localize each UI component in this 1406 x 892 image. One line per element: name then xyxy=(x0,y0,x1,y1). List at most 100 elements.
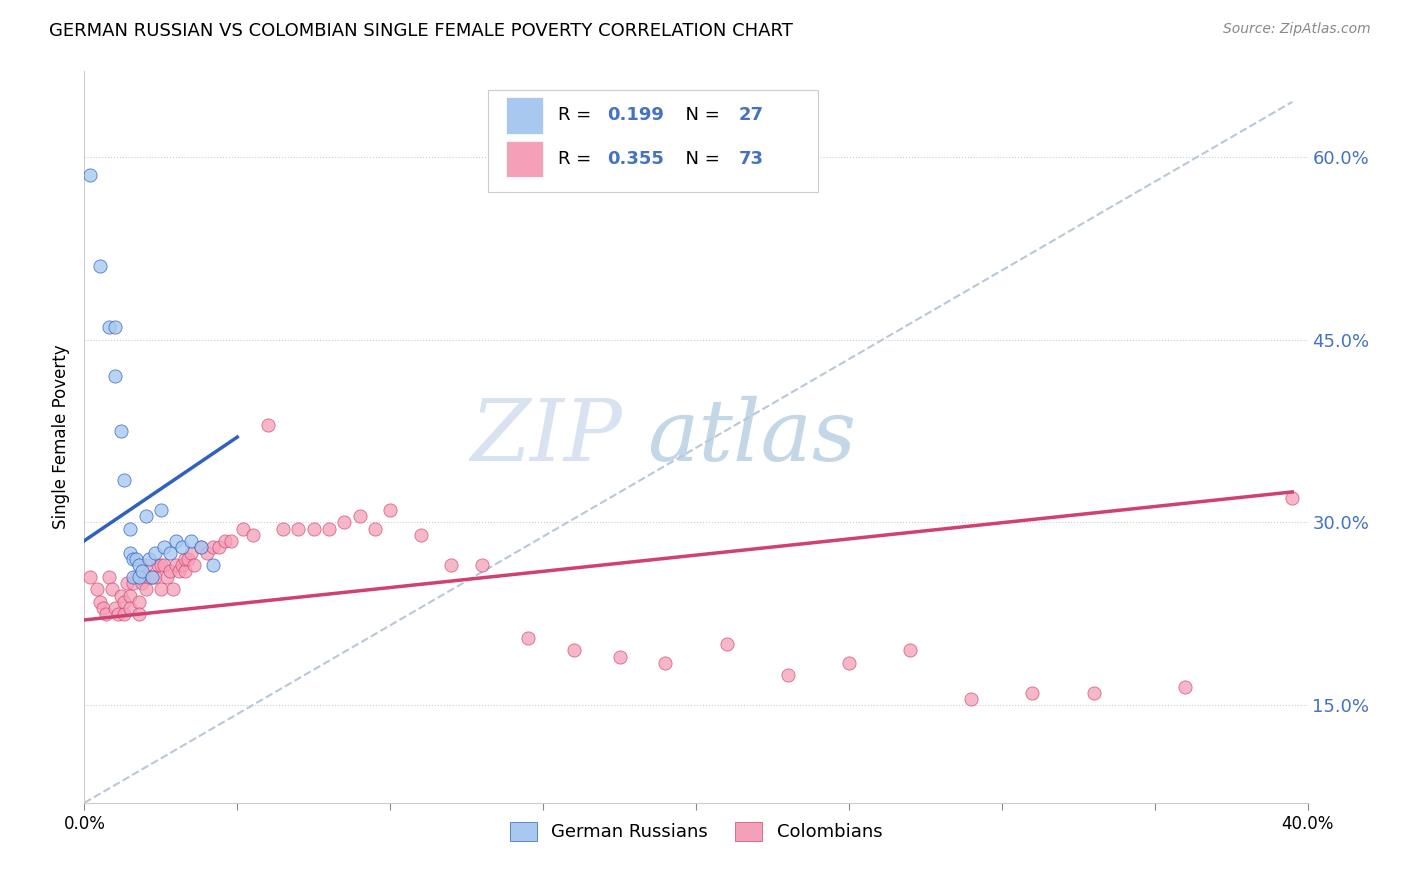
Point xyxy=(165,558,187,573)
Point xyxy=(112,595,135,609)
Point xyxy=(208,540,231,554)
Point xyxy=(167,564,190,578)
Point xyxy=(143,570,166,584)
Point xyxy=(159,564,181,578)
Point xyxy=(122,570,145,584)
Y-axis label: Single Female Poverty: Single Female Poverty xyxy=(52,345,70,529)
Point xyxy=(195,546,218,560)
Point xyxy=(174,564,197,578)
Point xyxy=(1083,686,1105,700)
Point xyxy=(1021,686,1043,700)
Point xyxy=(97,570,120,584)
Point xyxy=(172,540,194,554)
Point xyxy=(79,570,101,584)
Point xyxy=(138,570,160,584)
Point xyxy=(115,576,138,591)
Point xyxy=(219,533,242,548)
Point xyxy=(104,600,127,615)
Point xyxy=(120,546,142,560)
Bar xyxy=(506,141,543,178)
Point xyxy=(180,546,202,560)
Legend: German Russians, Colombians: German Russians, Colombians xyxy=(502,814,890,848)
Point xyxy=(960,692,983,706)
Bar xyxy=(506,97,543,134)
Point xyxy=(94,607,117,621)
Point xyxy=(190,540,212,554)
Point xyxy=(131,564,153,578)
Point xyxy=(162,582,184,597)
Point xyxy=(143,546,166,560)
Point xyxy=(333,516,356,530)
Point xyxy=(776,667,799,682)
Point xyxy=(120,521,142,535)
Point xyxy=(201,540,224,554)
Point xyxy=(838,656,860,670)
Point xyxy=(89,595,111,609)
Point xyxy=(153,558,176,573)
Point xyxy=(302,521,325,535)
Text: GERMAN RUSSIAN VS COLOMBIAN SINGLE FEMALE POVERTY CORRELATION CHART: GERMAN RUSSIAN VS COLOMBIAN SINGLE FEMAL… xyxy=(49,22,793,40)
Point xyxy=(159,546,181,560)
Point xyxy=(172,558,194,573)
Point xyxy=(562,643,585,657)
Point xyxy=(131,576,153,591)
Point xyxy=(409,527,432,541)
Point xyxy=(79,168,101,182)
Point xyxy=(120,600,142,615)
Point xyxy=(138,552,160,566)
Point xyxy=(135,582,157,597)
Point xyxy=(201,558,224,573)
Text: R =: R = xyxy=(558,106,596,124)
Point xyxy=(125,552,148,566)
Point xyxy=(110,589,132,603)
Point xyxy=(149,558,172,573)
Point xyxy=(716,637,738,651)
Point xyxy=(898,643,921,657)
Text: N =: N = xyxy=(673,150,725,168)
Point xyxy=(97,320,120,334)
Point xyxy=(86,582,108,597)
Text: 0.199: 0.199 xyxy=(606,106,664,124)
Point xyxy=(141,570,163,584)
Point xyxy=(214,533,236,548)
Point xyxy=(165,533,187,548)
Point xyxy=(128,595,150,609)
Point xyxy=(257,417,280,432)
Text: 0.355: 0.355 xyxy=(606,150,664,168)
Point xyxy=(609,649,631,664)
Point xyxy=(128,607,150,621)
Point xyxy=(89,260,111,274)
Point xyxy=(107,607,129,621)
Point xyxy=(349,509,371,524)
Point xyxy=(1281,491,1303,505)
Point xyxy=(91,600,114,615)
Point xyxy=(104,369,127,384)
Text: 73: 73 xyxy=(738,150,763,168)
Point xyxy=(271,521,294,535)
Point xyxy=(141,570,163,584)
Point xyxy=(120,589,142,603)
Text: N =: N = xyxy=(673,106,725,124)
Text: ZIP: ZIP xyxy=(471,396,623,478)
Point xyxy=(122,576,145,591)
Point xyxy=(128,558,150,573)
Point xyxy=(101,582,124,597)
Point xyxy=(183,558,205,573)
Point xyxy=(135,558,157,573)
FancyBboxPatch shape xyxy=(488,90,818,192)
Text: 27: 27 xyxy=(738,106,763,124)
Text: atlas: atlas xyxy=(647,396,856,478)
Point xyxy=(471,558,494,573)
Point xyxy=(190,540,212,554)
Point xyxy=(112,473,135,487)
Point xyxy=(380,503,402,517)
Point xyxy=(1174,680,1197,694)
Point xyxy=(135,509,157,524)
Point xyxy=(104,320,127,334)
Point xyxy=(156,570,179,584)
Point xyxy=(180,533,202,548)
Point xyxy=(125,570,148,584)
Point xyxy=(149,503,172,517)
Point xyxy=(128,570,150,584)
Point xyxy=(174,552,197,566)
